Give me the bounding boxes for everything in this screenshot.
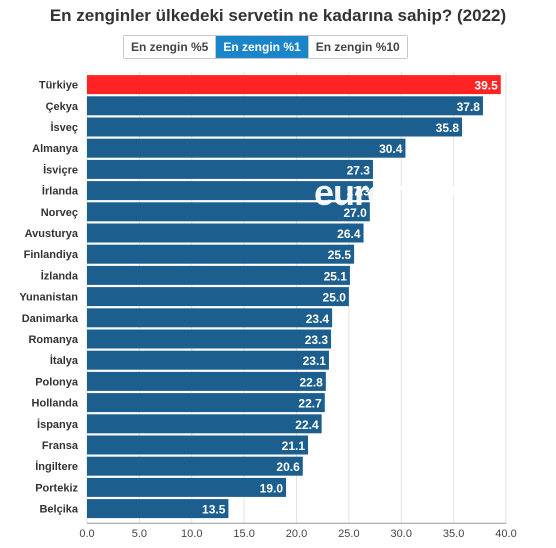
bar [87,244,355,264]
category-label: Türkiye [39,80,78,92]
category-label: Çekya [46,101,79,113]
data-label: 25.0 [323,291,347,305]
category-label: İtalya [50,354,79,367]
x-tick-label: 20.0 [286,528,307,540]
category-label: Almanya [32,143,79,155]
data-label: 25.1 [324,269,348,283]
bar [87,350,329,370]
tab-top-1[interactable]: En zengin %1 [216,36,309,58]
bar [87,223,364,243]
bar [87,159,373,179]
x-tick-label: 0.0 [79,528,94,540]
data-label: 20.6 [276,460,300,474]
tab-top-5[interactable]: En zengin %5 [124,36,217,58]
bar [87,117,463,137]
data-label: 23.4 [306,312,330,326]
bar [87,181,373,201]
bar [87,456,303,476]
data-label: 22.7 [298,397,322,411]
data-label: 22.4 [295,418,319,432]
x-tick-label: 5.0 [132,528,147,540]
bar [87,329,332,349]
x-tick-label: 35.0 [443,528,464,540]
tab-top-10[interactable]: En zengin %10 [308,36,407,58]
x-tick-label: 15.0 [233,528,254,540]
category-label: Norveç [41,207,78,219]
data-label: 27.3 [347,163,371,177]
bar [87,308,333,328]
bar [87,75,501,95]
x-tick-label: 40.0 [495,528,516,540]
x-tick-label: 25.0 [338,528,359,540]
data-label: 21.1 [282,439,306,453]
x-tick-label: 10.0 [181,528,202,540]
data-label: 27.0 [343,206,367,220]
category-label: Romanya [28,334,78,346]
data-label: 30.4 [379,142,403,156]
bar [87,265,350,285]
data-label: 39.5 [474,79,498,93]
data-label: 23.1 [303,354,327,368]
bar [87,393,325,413]
category-label: Danimarka [22,313,79,325]
data-label: 26.4 [337,227,361,241]
chart-title: En zenginler ülkedeki servetin ne kadarı… [49,6,507,25]
category-label: Polonya [35,376,79,388]
bar [87,499,229,519]
bar [87,477,287,497]
data-label: 25.5 [328,248,352,262]
data-label: 19.0 [260,481,284,495]
category-label: İrlanda [42,185,79,198]
data-label: 13.5 [202,503,226,517]
bar [87,287,349,307]
category-label: Portekiz [35,482,78,494]
category-label: Fransa [42,440,79,452]
bar [87,414,322,434]
euronews-logo: euronews. [314,172,484,213]
category-label: Avusturya [25,228,79,240]
bar [87,435,309,455]
bar [87,96,483,116]
data-label: 22.8 [299,375,323,389]
category-label: Yunanistan [19,292,78,304]
data-label: 35.8 [436,121,460,135]
bar [87,371,326,391]
category-label: İngiltere [35,460,78,473]
category-label: Belçika [39,504,78,516]
category-label: Hollanda [32,398,79,410]
data-label: 23.3 [305,333,329,347]
percentile-tabs: En zengin %5 En zengin %1 En zengin %10 [123,35,408,59]
category-label: İspanya [37,418,79,431]
category-label: İsveç [50,121,78,134]
category-label: İzlanda [41,269,79,282]
data-label: 27.3 [347,185,371,199]
bar [87,138,406,158]
data-label: 37.8 [457,100,481,114]
category-label: Finlandiya [24,249,79,261]
x-tick-label: 30.0 [391,528,412,540]
bar [87,202,370,222]
category-label: İsviçre [43,163,78,176]
